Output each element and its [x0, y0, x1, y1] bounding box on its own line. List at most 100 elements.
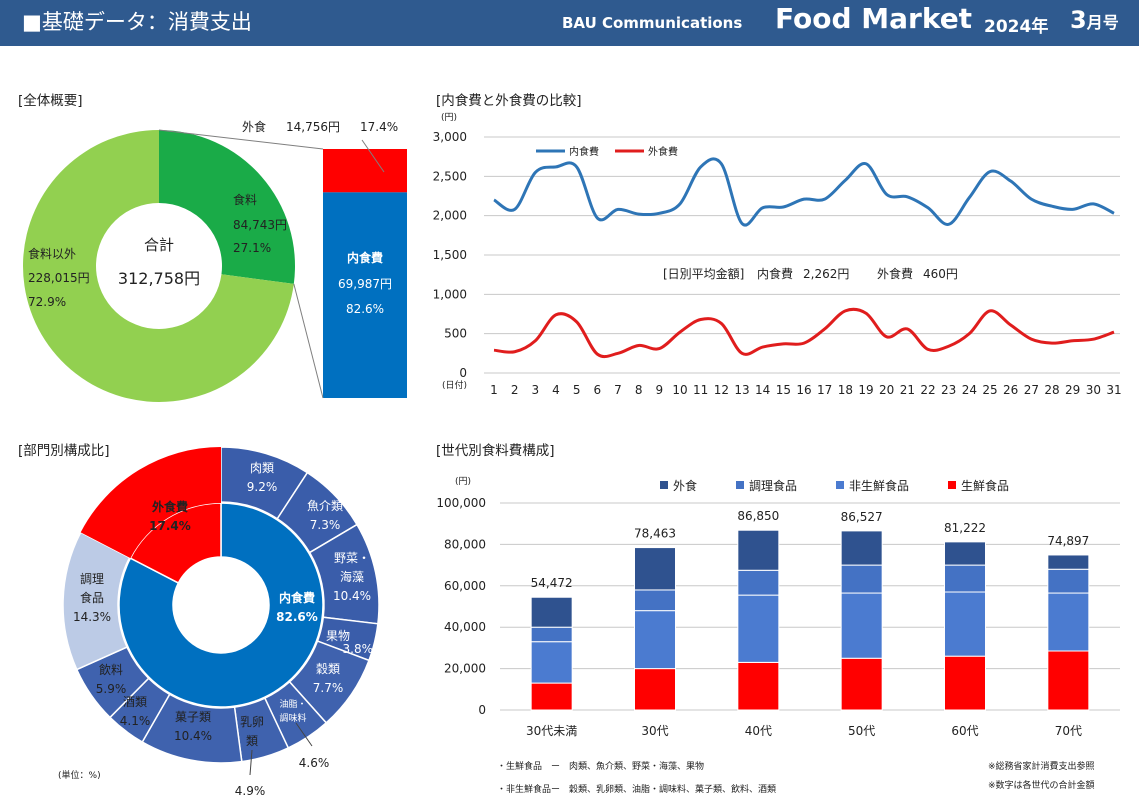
issue-month: 3月号 [1070, 6, 1119, 34]
overview-eatin-name: 内食費 [347, 250, 383, 265]
generation-bar-hiseisen-3 [737, 594, 780, 663]
compare-xtick-label: 6 [594, 383, 602, 397]
generation-total-label: 86,850 [737, 509, 779, 523]
generation-ytick-label: 80,000 [444, 537, 486, 551]
generation-bar-chori-6 [1047, 568, 1090, 594]
category-label-alcohol-line-2: 4.1% [120, 714, 151, 728]
category-label-vegetables-line-1: 野菜・ [334, 551, 370, 565]
generation-bar-chori-4 [840, 564, 883, 594]
overview-eatout-leader [361, 139, 385, 173]
compare-ytick-label: 2,500 [433, 169, 467, 183]
category-outer-slice-11 [62, 531, 131, 671]
generation-legend-swatch-hiseisen [836, 481, 844, 489]
generation-bar-gaishoku-2 [634, 547, 676, 591]
generation-category-label: 60代 [951, 724, 978, 738]
generation-bar-seisen-1 [530, 682, 573, 711]
generation-total-label: 78,463 [634, 527, 676, 541]
category-label-drinks-line-1: 飲料 [99, 662, 123, 677]
generation-ytick-label: 60,000 [444, 579, 486, 593]
generation-ytick-label: 40,000 [444, 620, 486, 634]
generation-total-label: 81,222 [944, 521, 986, 535]
category-label-eggs-line-1: 乳卵 [240, 715, 264, 729]
overview-connector-bottom [293, 283, 324, 399]
compare-ytick-label: 2,000 [433, 209, 467, 223]
overview-nonfood-name: 食料以外 [28, 246, 76, 261]
overview-eatin-value: 69,987円 [338, 277, 392, 291]
generation-total-label: 54,472 [531, 576, 573, 590]
compare-ytick-label: 0 [459, 366, 467, 380]
category-label-vegetables-line-3: 10.4% [333, 589, 371, 603]
page-title: ■基礎データ：消費支出 [22, 10, 252, 34]
overview-food-pct: 27.1% [233, 241, 271, 255]
generation-bar-seisen-4 [840, 657, 883, 711]
generation-category-label: 30代 [641, 724, 668, 738]
category-label-fruit-name-line-1: 果物 [326, 629, 350, 643]
category-label-eatout-line-1: 外食費 [152, 499, 188, 514]
overview-nonfood-pct: 72.9% [28, 295, 66, 309]
generation-bar-gaishoku-5 [944, 541, 986, 566]
generation-bar-hiseisen-1 [530, 641, 573, 684]
overview-center-value: 312,758円 [118, 269, 200, 288]
overview-nonfood-value: 228,015円 [28, 271, 90, 285]
compare-annotation-label: [日別平均金額] [663, 266, 744, 281]
generation-bar-gaishoku-6 [1047, 554, 1090, 570]
category-label-prepared-line-2: 食品 [80, 590, 104, 605]
category-label-prepared-line-1: 調理 [80, 572, 104, 586]
generation-total-label: 74,897 [1047, 534, 1089, 548]
generation-legend-label-hiseisen: 非生鮮食品 [849, 478, 909, 493]
generation-ytick-label: 100,000 [436, 496, 486, 510]
compare-xtick-label: 7 [614, 383, 622, 397]
compare-ylabel: (円) [441, 112, 457, 123]
generation-bar-chori-3 [737, 569, 780, 596]
category-oil-leader [295, 722, 313, 747]
generation-note-nonfresh: ・非生鮮食品ー 穀類、乳卵類、油脂・調味料、菓子類、飲料、酒類 [497, 783, 776, 795]
overview-eatout-pct: 17.4% [360, 120, 398, 134]
section-title-compare: [内食費と外食費の比較] [436, 93, 582, 109]
category-label-sweets-line-2: 10.4% [174, 729, 212, 743]
compare-line-eatin [493, 157, 1115, 227]
category-label-prepared-line-3: 14.3% [73, 610, 111, 624]
category-label-grains-line-2: 7.7% [313, 681, 344, 695]
generation-category-label: 40代 [745, 724, 772, 738]
overview-eatin-pct: 82.6% [346, 302, 384, 316]
generation-legend-label-gaishoku: 外食 [673, 478, 697, 493]
generation-source-note: ※総務省家計消費支出参照 [988, 760, 1095, 772]
generation-bar-seisen-5 [944, 655, 986, 711]
overview-food-name: 食料 [233, 192, 257, 207]
compare-xtick-label: 8 [635, 383, 643, 397]
compare-ytick-label: 3,000 [433, 130, 467, 144]
category-label-eatin-line-1: 内食費 [279, 590, 315, 605]
compare-xtick-label: 22 [920, 383, 935, 397]
compare-xtick-label: 23 [941, 383, 956, 397]
compare-xtick-label: 20 [879, 383, 894, 397]
generation-legend-label-chori: 調理食品 [749, 478, 797, 493]
generation-legend-swatch-seisen [948, 481, 956, 489]
generation-category-label: 30代未満 [526, 724, 577, 738]
compare-xtick-label: 10 [672, 383, 687, 397]
category-label-eggs-line-2: 類 [246, 734, 258, 748]
overview-bar-eatout [323, 149, 407, 193]
compare-ytick-label: 1,500 [433, 248, 467, 262]
compare-xtick-label: 28 [1044, 383, 1059, 397]
category-inner-eatin [118, 502, 324, 708]
overview-bar-eatin [323, 192, 407, 398]
category-eggs-leader [249, 749, 253, 776]
category-label-fish-line-2: 7.3% [310, 518, 341, 532]
section-title-overview: [全体概要] [18, 93, 83, 109]
compare-xtick-label: 2 [511, 383, 519, 397]
generation-ytick-label: 20,000 [444, 662, 486, 676]
generation-bar-hiseisen-4 [840, 592, 883, 659]
compare-legend-label-eatin: 内食費 [569, 145, 599, 158]
compare-xtick-label: 13 [734, 383, 749, 397]
overview-slice-food [159, 130, 296, 284]
compare-xtick-label: 31 [1106, 383, 1121, 397]
generation-legend-label-seisen: 生鮮食品 [961, 478, 1009, 493]
category-label-oil-pct: 4.6% [299, 756, 330, 770]
generation-bar-hiseisen-2 [634, 610, 676, 670]
issue-month-number: 3 [1070, 6, 1087, 34]
overview-connector-top [158, 129, 324, 150]
generation-bar-gaishoku-1 [530, 596, 573, 628]
generation-total-note: ※数字は各世代の合計金額 [988, 779, 1095, 791]
compare-ytick-label: 500 [444, 327, 467, 341]
